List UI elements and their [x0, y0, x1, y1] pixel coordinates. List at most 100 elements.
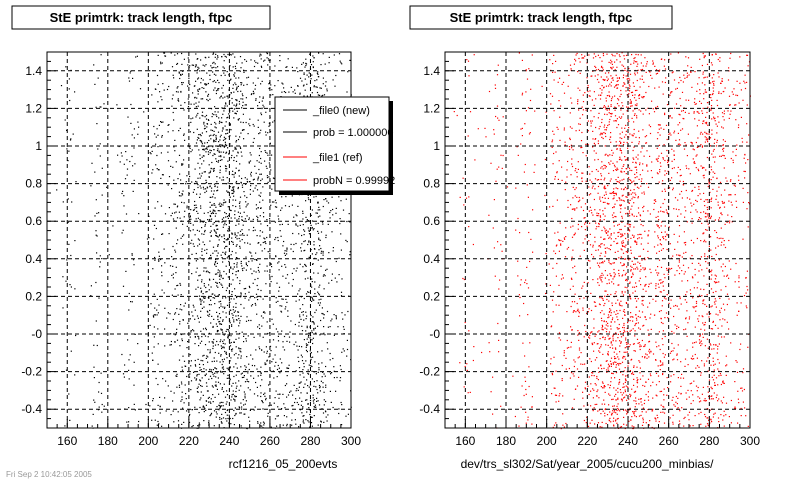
- scatter-point: [219, 405, 221, 407]
- scatter-point: [606, 371, 608, 373]
- scatter-point: [493, 247, 495, 249]
- scatter-point: [572, 225, 574, 227]
- scatter-point: [593, 407, 595, 409]
- scatter-point: [244, 397, 246, 399]
- scatter-point: [219, 278, 221, 280]
- scatter-point: [257, 421, 259, 423]
- scatter-point: [609, 384, 611, 386]
- right-chart-title: StE primtrk: track length, ftpc: [450, 10, 633, 25]
- scatter-point: [619, 410, 621, 412]
- scatter-point: [276, 206, 278, 208]
- scatter-point: [328, 56, 330, 58]
- scatter-point: [174, 334, 176, 336]
- scatter-point: [209, 352, 211, 354]
- scatter-point: [237, 211, 239, 213]
- scatter-point: [215, 234, 217, 237]
- scatter-point: [169, 313, 171, 315]
- scatter-point: [607, 78, 609, 80]
- scatter-point: [570, 305, 572, 308]
- scatter-point: [525, 422, 527, 424]
- scatter-point: [631, 316, 633, 318]
- scatter-point: [164, 307, 166, 309]
- scatter-point: [232, 268, 234, 270]
- scatter-point: [528, 68, 530, 70]
- scatter-point: [216, 160, 218, 162]
- scatter-point: [231, 97, 233, 100]
- scatter-point: [218, 282, 221, 284]
- scatter-point: [226, 401, 228, 403]
- scatter-point: [300, 392, 302, 394]
- scatter-point: [205, 286, 207, 289]
- scatter-point: [624, 347, 626, 349]
- scatter-point: [587, 385, 589, 387]
- scatter-point: [624, 186, 627, 188]
- scatter-point: [316, 79, 318, 81]
- scatter-point: [240, 98, 242, 100]
- scatter-point: [608, 259, 610, 261]
- scatter-point: [578, 347, 581, 349]
- scatter-point: [630, 91, 633, 94]
- scatter-point: [463, 386, 465, 388]
- scatter-point: [69, 139, 72, 141]
- scatter-point: [96, 344, 98, 347]
- scatter-point: [227, 79, 229, 81]
- scatter-point: [562, 424, 564, 426]
- scatter-point: [598, 371, 600, 373]
- scatter-point: [615, 393, 617, 395]
- scatter-point: [227, 409, 229, 411]
- scatter-point: [199, 185, 201, 187]
- scatter-point: [604, 277, 606, 279]
- scatter-point: [612, 338, 614, 340]
- scatter-point: [257, 326, 259, 328]
- scatter-point: [217, 236, 219, 238]
- scatter-point: [601, 85, 603, 87]
- scatter-point: [161, 136, 163, 138]
- scatter-point: [195, 142, 198, 144]
- scatter-point: [256, 215, 258, 217]
- scatter-point: [640, 54, 642, 56]
- scatter-point: [599, 351, 601, 353]
- scatter-point: [562, 240, 564, 242]
- scatter-point: [181, 193, 183, 195]
- scatter-point: [572, 311, 574, 313]
- scatter-point: [317, 222, 319, 224]
- scatter-point: [208, 421, 210, 424]
- scatter-point: [607, 369, 610, 371]
- scatter-point: [598, 350, 600, 352]
- scatter-point: [214, 204, 216, 206]
- scatter-point: [90, 285, 92, 287]
- scatter-point: [591, 253, 593, 256]
- scatter-point: [600, 200, 602, 202]
- scatter-point: [217, 269, 219, 271]
- scatter-point: [244, 365, 246, 367]
- scatter-point: [563, 127, 565, 129]
- scatter-point: [594, 188, 596, 190]
- scatter-point: [601, 60, 603, 62]
- scatter-point: [318, 294, 321, 296]
- scatter-point: [231, 293, 233, 296]
- scatter-point: [625, 278, 627, 280]
- scatter-point: [635, 416, 637, 418]
- scatter-point: [233, 156, 235, 159]
- scatter-point: [308, 332, 310, 334]
- scatter-point: [262, 199, 264, 201]
- scatter-point: [565, 227, 567, 229]
- scatter-point: [256, 296, 258, 298]
- scatter-point: [589, 332, 592, 334]
- scatter-point: [625, 213, 627, 215]
- scatter-point: [608, 162, 610, 164]
- scatter-point: [602, 382, 604, 384]
- scatter-point: [312, 263, 314, 265]
- scatter-point: [224, 252, 226, 254]
- scatter-point: [575, 272, 577, 274]
- scatter-point: [494, 87, 497, 89]
- scatter-point: [178, 313, 180, 315]
- scatter-point: [197, 186, 199, 189]
- scatter-point: [636, 377, 638, 379]
- scatter-point: [221, 387, 223, 389]
- scatter-point: [282, 393, 284, 395]
- scatter-point: [283, 403, 285, 405]
- scatter-point: [208, 304, 210, 306]
- scatter-point: [240, 412, 242, 414]
- scatter-point: [198, 230, 200, 232]
